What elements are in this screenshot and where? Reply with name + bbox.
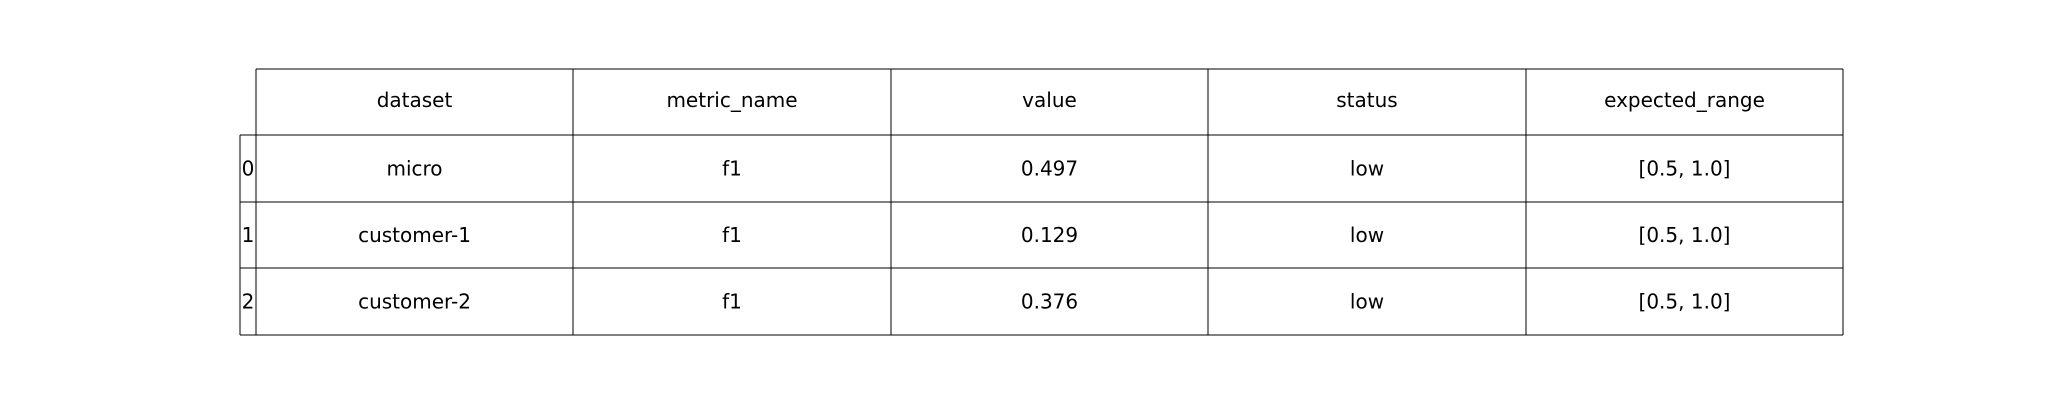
column-header-metric-name: metric_name xyxy=(666,88,797,112)
row-index-label: 1 xyxy=(242,223,255,247)
table-cell: low xyxy=(1350,223,1384,247)
table-cell: 0.497 xyxy=(1021,157,1078,181)
table-cell: 0.129 xyxy=(1021,223,1078,247)
row-index-label: 2 xyxy=(242,290,255,314)
row-index-label: 0 xyxy=(242,157,255,181)
table-cell: f1 xyxy=(722,290,742,314)
column-header-dataset: dataset xyxy=(377,88,453,112)
table-cell: 0.376 xyxy=(1021,290,1078,314)
table-cell: [0.5, 1.0] xyxy=(1639,223,1731,247)
table-cell: f1 xyxy=(722,157,742,181)
table-cell: f1 xyxy=(722,223,742,247)
column-header-expected-range: expected_range xyxy=(1604,88,1765,112)
table-cell: customer-1 xyxy=(358,223,471,247)
table-cell: customer-2 xyxy=(358,290,471,314)
table-cell: low xyxy=(1350,157,1384,181)
table-cell: [0.5, 1.0] xyxy=(1639,157,1731,181)
column-header-value: value xyxy=(1022,88,1077,112)
table-cell: low xyxy=(1350,290,1384,314)
table-cell: [0.5, 1.0] xyxy=(1639,290,1731,314)
table-cell: micro xyxy=(386,157,442,181)
column-header-status: status xyxy=(1336,88,1397,112)
